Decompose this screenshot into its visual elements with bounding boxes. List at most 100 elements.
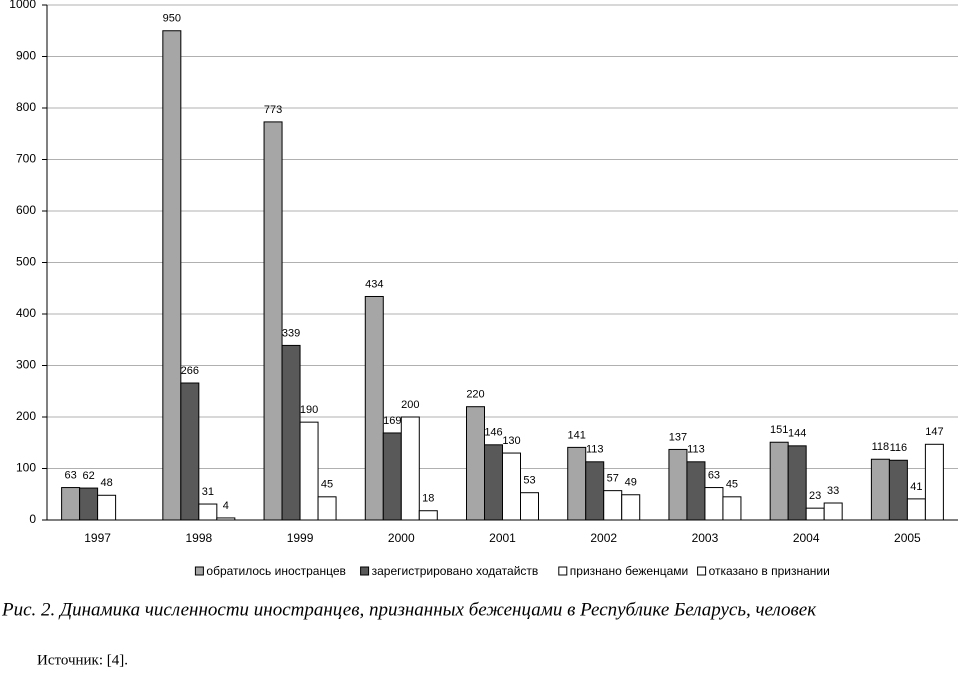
data-label: 63 [64,469,76,481]
y-tick-label: 600 [16,203,36,217]
bar [162,30,182,521]
x-tick-label: 2000 [388,531,415,545]
bar [722,496,742,521]
data-label: 45 [726,479,738,491]
data-label: 113 [586,444,604,456]
legend-label: обратилось иностранцев [206,564,346,578]
legend-label: зарегистрировано ходатайств [372,564,539,578]
data-label: 4 [223,500,229,512]
bar [603,490,623,521]
bar [418,510,438,521]
x-tick-label: 2002 [590,531,617,545]
bar [567,446,587,521]
data-label: 31 [202,486,214,498]
bar [769,441,789,521]
data-label: 18 [422,493,434,505]
data-label: 45 [321,479,333,491]
bar [466,406,485,521]
data-label: 773 [264,104,282,116]
bar [668,448,688,521]
data-label: 23 [809,490,821,502]
bar [180,382,200,521]
data-label: 169 [383,415,401,427]
bar [805,507,825,521]
data-label: 48 [100,477,112,489]
source-note: Источник: [4]. [37,652,128,668]
bar [502,452,521,521]
data-label: 116 [890,442,908,454]
legend-label: признано беженцами [570,564,688,578]
bar [400,416,420,521]
y-tick-label: 300 [16,358,36,372]
legend-swatch [697,566,707,576]
bar [61,487,81,521]
bar [484,444,503,521]
bar [317,496,337,521]
figure-caption: Рис. 2. Динамика численности иностранцев… [1,599,817,620]
y-tick-label: 900 [16,49,36,63]
data-label: 151 [770,424,788,436]
bar [281,344,301,521]
bar [686,461,706,521]
x-tick-label: 2005 [894,531,921,545]
bar [198,503,218,521]
data-label: 434 [365,278,383,290]
data-label: 57 [607,473,619,485]
x-tick-label: 1999 [287,531,314,545]
bar [216,517,236,521]
data-label: 41 [910,481,922,493]
y-tick-label: 0 [29,512,36,526]
data-label: 137 [669,431,687,443]
legend-swatch [558,566,568,576]
x-tick-label: 1997 [84,531,111,545]
bar [79,487,99,521]
x-tick-label: 2004 [793,531,820,545]
bar [364,295,384,521]
bar [888,459,908,521]
bar [263,121,283,521]
data-label: 141 [568,429,586,441]
y-tick-label: 500 [16,255,36,269]
legend-swatch [194,566,204,576]
data-label: 53 [523,475,535,487]
data-label: 266 [181,365,199,377]
bar [520,492,539,521]
data-label: 63 [708,469,720,481]
data-label: 190 [300,404,318,416]
bar [382,432,402,521]
bar [621,494,641,521]
data-label: 144 [788,428,806,440]
data-label: 200 [401,399,419,411]
data-label: 146 [484,427,502,439]
bar [924,443,944,521]
legend-label: отказано в признании [709,564,830,578]
bar [787,445,807,521]
x-tick-label: 1998 [185,531,212,545]
y-tick-label: 400 [16,306,36,320]
data-label: 147 [925,426,943,438]
y-tick-label: 1000 [9,0,36,11]
data-label: 130 [502,435,520,447]
data-label: 339 [282,327,300,339]
data-label: 220 [466,389,484,401]
y-tick-label: 800 [16,100,36,114]
data-label: 118 [872,441,890,453]
bar [97,494,117,521]
x-tick-label: 2001 [489,531,516,545]
data-label: 49 [625,477,637,489]
x-tick-label: 2003 [692,531,719,545]
bar [906,498,926,521]
bar [704,487,724,521]
data-label: 62 [82,470,94,482]
data-label: 950 [163,13,181,25]
legend-swatch [360,566,370,576]
y-tick-label: 200 [16,409,36,423]
bar [585,461,605,521]
data-label: 33 [827,485,839,497]
y-tick-label: 700 [16,152,36,166]
bar [870,458,890,521]
y-tick-label: 100 [16,461,36,475]
bar [299,421,319,521]
data-label: 113 [687,444,705,456]
